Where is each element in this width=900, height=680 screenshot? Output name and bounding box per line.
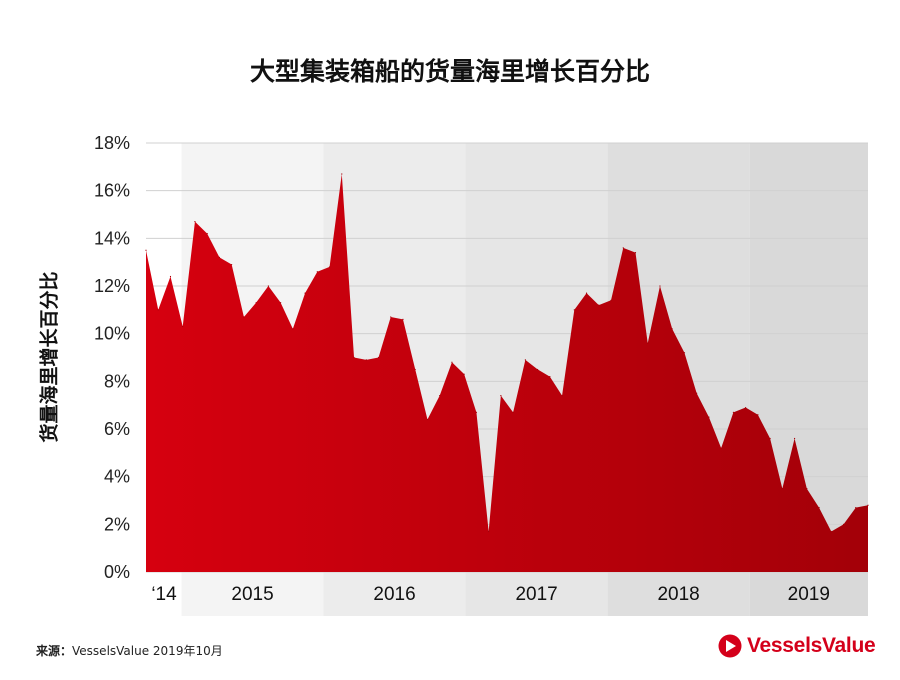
data-point xyxy=(610,299,612,301)
data-point xyxy=(194,221,196,223)
data-point xyxy=(390,316,392,318)
data-point xyxy=(414,368,416,371)
area-layer xyxy=(145,173,869,572)
data-point xyxy=(671,328,673,330)
data-point xyxy=(243,316,245,318)
data-point xyxy=(353,356,355,359)
y-tick-label: 16% xyxy=(94,181,130,201)
data-point xyxy=(708,416,710,418)
data-point xyxy=(732,411,734,413)
data-point xyxy=(475,411,478,413)
data-point xyxy=(622,247,624,249)
data-point xyxy=(573,309,575,311)
data-point xyxy=(830,530,832,533)
data-point xyxy=(304,292,306,294)
data-point xyxy=(341,173,343,175)
area-series xyxy=(146,173,868,572)
data-point xyxy=(157,309,159,311)
data-point xyxy=(267,285,269,287)
data-point xyxy=(280,302,282,304)
data-point xyxy=(757,414,759,416)
data-point xyxy=(781,487,783,490)
data-point xyxy=(451,361,453,363)
data-point xyxy=(218,256,221,258)
y-tick-labels: 0% 2% 4% 6% 8% 10% 12% 14% 16% 18% xyxy=(94,133,130,582)
data-point xyxy=(561,395,563,397)
x-period-label: ‘14 xyxy=(151,584,177,605)
vesselsvalue-logo: VesselsValue xyxy=(718,634,876,658)
data-point xyxy=(720,447,722,449)
y-tick-label: 18% xyxy=(94,133,130,153)
y-tick-label: 0% xyxy=(104,562,130,582)
logo-text: VesselsValue xyxy=(747,634,876,657)
x-period-label: 2016 xyxy=(373,584,415,605)
data-point xyxy=(512,411,514,413)
data-point xyxy=(598,304,600,306)
data-point xyxy=(365,359,367,361)
data-point xyxy=(524,359,526,361)
data-point xyxy=(855,507,857,509)
data-point xyxy=(328,266,331,268)
x-period-label: 2017 xyxy=(515,584,557,605)
data-point xyxy=(377,356,380,359)
data-point xyxy=(842,523,845,525)
data-point xyxy=(206,232,208,235)
x-period-label: 2015 xyxy=(231,584,273,605)
data-point xyxy=(769,437,771,440)
data-point xyxy=(255,302,257,304)
y-tick-label: 14% xyxy=(94,228,130,248)
source-label: 来源： xyxy=(36,644,73,658)
y-tick-label: 12% xyxy=(94,276,130,296)
data-point xyxy=(634,252,637,254)
data-point xyxy=(696,392,698,394)
data-point xyxy=(402,318,404,320)
data-point xyxy=(818,507,820,509)
data-point xyxy=(145,249,147,251)
data-point xyxy=(231,263,233,266)
data-point xyxy=(683,352,686,354)
source-text: VesselsValue 2019年10月 xyxy=(72,644,223,658)
y-tick-label: 4% xyxy=(104,467,130,487)
x-period-label: 2019 xyxy=(788,584,830,605)
data-point xyxy=(806,487,808,490)
data-point xyxy=(585,292,588,294)
data-point xyxy=(182,325,184,328)
y-tick-label: 8% xyxy=(104,371,130,391)
y-tick-label: 6% xyxy=(104,419,130,439)
x-period-labels: ‘14 2015 2016 2017 2018 2019 xyxy=(151,584,830,605)
data-point xyxy=(867,504,869,506)
data-point xyxy=(549,375,551,378)
source-note: 来源：VesselsValue 2019年10月 xyxy=(36,642,223,659)
data-point xyxy=(426,418,429,421)
y-tick-label: 10% xyxy=(94,324,130,344)
data-point xyxy=(169,275,172,278)
data-point xyxy=(536,368,539,371)
data-point xyxy=(488,530,490,533)
y-axis-label: 货量海里增长百分比 xyxy=(38,271,61,443)
logo-triangle-icon xyxy=(718,634,742,658)
chart-title: 大型集装箱船的货量海里增长百分比 xyxy=(249,57,650,86)
data-point xyxy=(292,328,294,330)
y-tick-label: 2% xyxy=(104,514,130,534)
data-point xyxy=(463,373,465,375)
data-point xyxy=(659,285,661,287)
data-point xyxy=(316,271,318,273)
x-period-label: 2018 xyxy=(657,584,699,605)
data-point xyxy=(439,395,441,397)
data-point xyxy=(745,406,747,409)
data-point xyxy=(793,437,796,440)
data-point xyxy=(647,342,649,344)
data-point xyxy=(500,395,502,397)
